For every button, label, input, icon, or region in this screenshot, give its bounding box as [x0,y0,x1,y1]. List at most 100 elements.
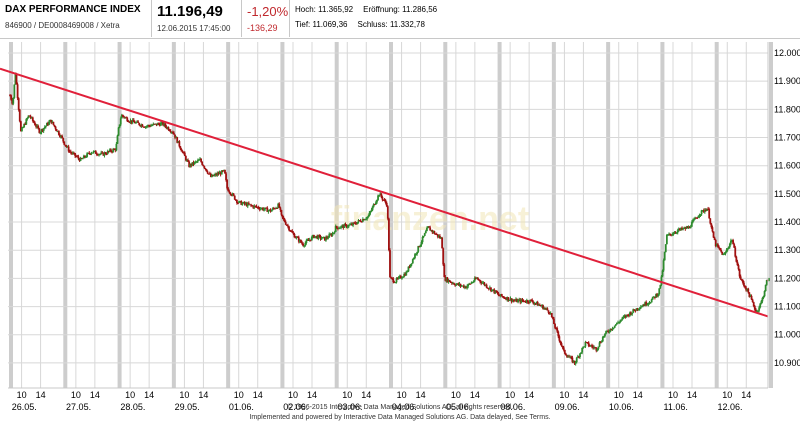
candle-body [689,226,692,228]
candle-body [630,312,632,315]
candle-body [664,244,667,253]
candle-body [384,200,387,203]
candle-body [160,122,162,126]
candle-body [712,231,715,238]
candle-body [361,219,364,222]
candle-body [549,313,552,315]
candle-body [521,299,524,301]
candle-body [510,298,513,302]
candle-body [369,211,372,213]
candle-body [536,301,539,306]
hour-label: 14 [144,390,154,400]
candle-body [304,242,307,246]
candle-body [435,234,438,236]
date-label: 02.06. [283,402,308,412]
candle-body [701,210,704,212]
candle-body [512,300,515,302]
candle-body [49,119,52,122]
candle-body [161,121,163,123]
candle-body [690,222,693,227]
candle-body [582,346,585,348]
candle-body [98,154,100,156]
candle-body [515,299,517,301]
candle-body [627,314,630,316]
candle-body [198,159,200,161]
candle-body [575,357,578,363]
candle-body [702,210,705,212]
candle-body [665,234,668,245]
candle-body [108,149,111,152]
candle-body [220,170,223,175]
candle-body [433,231,436,234]
candle-body [507,297,510,301]
candle-body [263,209,265,211]
candle-body [715,244,718,247]
candle-body [374,202,377,205]
candle-body [59,134,61,137]
hour-label: 10 [722,390,732,400]
candle-body [89,153,92,155]
candle-body [163,123,166,126]
candle-body [382,199,385,201]
candle-body [574,362,577,364]
candle-body [130,120,133,123]
candle-body [269,209,272,212]
hour-label: 14 [361,390,371,400]
hour-label: 10 [234,390,244,400]
candle-body [456,283,459,285]
candle-body [710,223,713,228]
candle-body [193,161,196,165]
candle-body [250,204,252,206]
candle-body [409,264,412,268]
candle-body [422,235,425,238]
candle-body [290,230,293,232]
candle-body [376,199,378,203]
hour-label: 14 [307,390,317,400]
candle-body [66,146,69,148]
candle-body [554,324,556,328]
candle-body [192,162,195,165]
candle-body [392,278,395,282]
candle-body [99,153,102,155]
candle-body [754,309,757,312]
candle-body [421,237,424,243]
candle-body [591,345,593,347]
candle-body [673,232,676,234]
candle-body [486,287,489,289]
candle-body [437,235,440,237]
candle-body [18,109,21,122]
candle-body [460,285,463,287]
change-absolute: -136,29 [247,23,278,33]
candle-body [280,209,283,215]
candle-body [417,246,420,252]
candle-body [242,202,245,204]
candle-body [619,320,622,323]
candle-body [112,148,115,152]
candle-body [9,95,11,97]
candle-body [153,123,156,125]
candle-body [720,250,723,252]
candle-body [566,355,568,357]
day-separator [606,42,611,388]
candle-body [257,207,260,209]
candle-body [516,299,518,303]
candle-body [385,202,388,207]
candle-body [313,235,315,238]
candle-body [750,295,753,300]
candle-body [259,208,262,210]
y-tick-label: 11.000 [774,330,800,340]
candle-body [739,276,742,280]
candle-body [365,218,368,220]
candle-body [264,207,267,210]
candle-body [660,276,663,285]
candle-body [155,123,158,126]
candle-body [540,305,542,307]
hour-label: 14 [470,390,480,400]
candle-body [446,277,449,283]
candle-body [268,209,271,211]
candle-body [143,126,146,128]
candle-body [148,125,150,127]
candle-body [674,232,677,234]
day-separator [769,42,773,388]
candle-body [218,172,221,175]
